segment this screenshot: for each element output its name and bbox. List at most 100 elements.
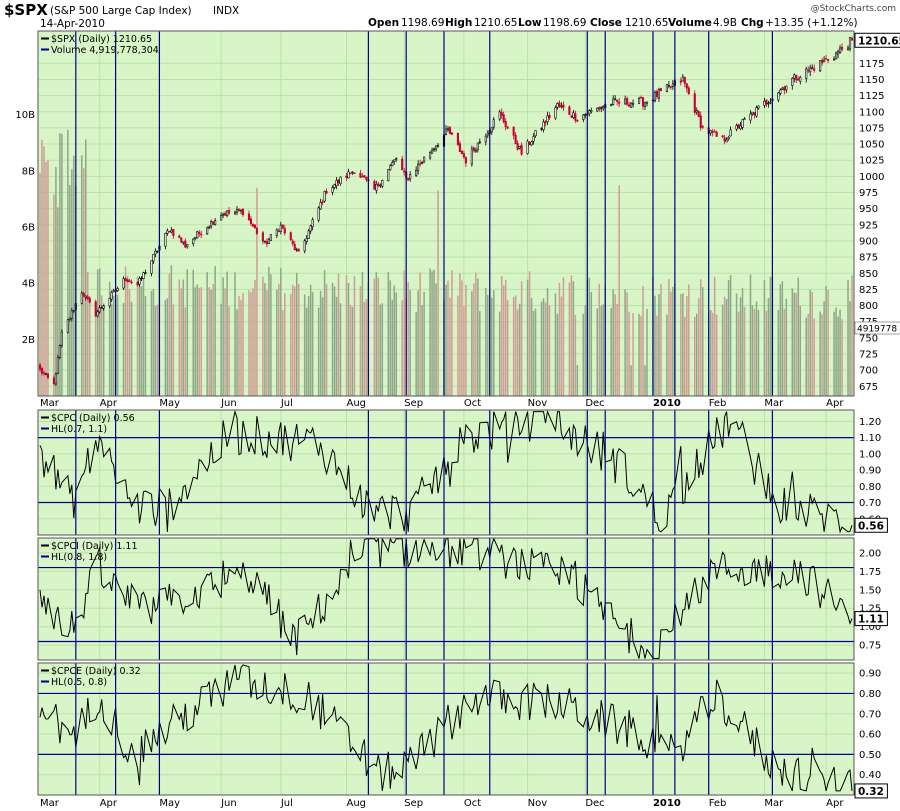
volume-bar [138,278,141,396]
volume-bar [284,293,286,396]
candle [152,253,155,264]
candle [542,119,545,133]
volume-bar [463,306,465,396]
x-tick-label: Aug [346,798,366,809]
candle [297,248,300,252]
volume-bar [69,184,71,396]
candle [335,177,338,190]
y-tick-label: 1075 [859,123,884,134]
volume-bar [250,292,252,396]
candle [186,244,189,249]
volume-bar [317,307,320,396]
candle [544,120,547,127]
y-tick-label: 0.75 [859,641,881,652]
volume-bar [87,272,89,396]
volume-bar [309,284,312,396]
candle [130,279,133,285]
volume-bar [777,310,780,396]
y-tick-label: 0.80 [859,482,881,493]
volume-bar [715,314,718,396]
candle [144,269,147,275]
candle [261,230,264,245]
x-tick-label: Jun [220,798,237,809]
candle [833,56,836,61]
candle [570,115,573,119]
candle [429,150,432,160]
volume-bar [435,283,437,396]
volume-bar [576,365,579,396]
volume-bar [461,280,463,396]
volume-bar [178,279,181,396]
legend-label: HL(0.5, 0.8) [51,677,107,688]
candle [500,108,503,119]
volume-bar [83,168,85,396]
volume-bar [290,293,292,396]
candle [321,199,324,206]
y-tick-label: 1.10 [859,433,881,444]
volume-bar [363,301,366,396]
volume-bar [791,288,794,396]
volume-bar [570,275,573,396]
volume-bar [847,279,849,396]
volume-bar [236,309,238,396]
volume-bar [807,313,809,396]
volume-bar [395,292,398,396]
candle [377,181,380,188]
volume-bar [723,296,726,396]
low-label: Low [518,17,542,29]
candle [514,132,517,145]
volume-bar [534,308,537,396]
volume-bar [194,287,196,396]
volume-tick-label: 2B [22,335,35,346]
volume-bar [276,289,278,396]
candle [460,150,463,155]
volume-bar [763,280,766,396]
y-tick-label: 0.90 [859,669,881,680]
candle [206,226,209,235]
volume-bar [144,295,147,396]
candle [683,76,686,88]
candle [484,133,487,146]
x-tick-label: Sep [404,798,423,809]
volume-bar [809,289,811,396]
y-tick-label: 1025 [859,156,884,167]
candle [293,241,296,251]
x-tick-label: Feb [709,798,727,809]
volume-bar [375,271,378,396]
candle [269,234,272,241]
volume-bar [479,310,481,396]
volume-bar [108,281,111,396]
candle [395,157,398,162]
volume-bar [122,302,125,396]
volume-bar [471,291,473,396]
candle [235,205,239,216]
volume-bar [582,313,585,396]
volume-bar [628,311,630,396]
candle [516,140,519,151]
volume-bar [124,266,127,396]
candle [502,111,505,124]
volume-bar [656,315,658,396]
y-tick-label: 1050 [859,140,884,151]
candle [436,142,440,148]
volume-bar [152,288,155,396]
candle [303,238,306,254]
volume-bar [473,283,475,396]
volume-bar [688,284,690,396]
candle [46,373,50,380]
candle [60,329,63,348]
candle [407,177,410,181]
candle [375,180,378,194]
volume-bar [668,279,670,396]
volume-bar [741,288,744,396]
volume-bar [55,167,57,396]
candle [827,59,830,63]
candle [323,190,326,203]
candle [331,185,334,196]
candle [267,237,270,244]
symbol-description: (S&P 500 Large Cap Index) [50,5,192,17]
candle [319,198,322,210]
candle [365,176,368,183]
volume-bar [266,290,268,396]
candle [572,109,575,119]
